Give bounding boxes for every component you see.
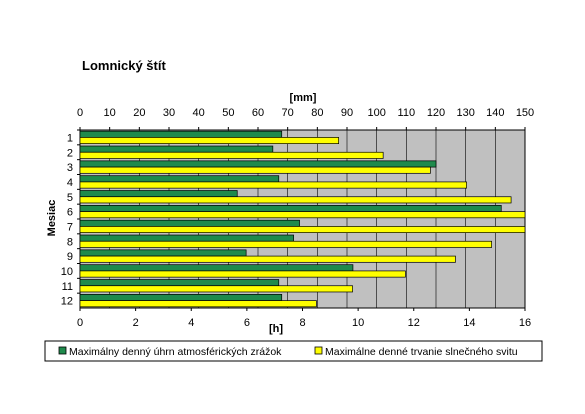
bar-precipitation [79,294,283,301]
y-axis-label: Mesiac [46,200,58,237]
top-tick-label: 60 [252,107,264,119]
bar-precipitation [79,160,437,168]
bottom-tick-label: 6 [244,317,250,329]
bar-precipitation [79,264,354,272]
bar-sunshine [79,181,467,189]
category-label: 10 [61,266,73,278]
top-tick-label: 80 [311,107,323,119]
bottom-tick-label: 14 [463,317,475,329]
legend-swatch-precip [58,346,67,355]
plot-area [79,129,526,309]
chart-title: Lomnický štít [82,58,166,73]
bottom-axis-label: [h] [269,323,283,335]
category-label: 6 [67,207,73,219]
category-label: 4 [67,177,73,189]
bottom-tick-label: 12 [408,317,420,329]
bar-sunshine [79,255,456,263]
top-tick-label: 130 [456,107,474,119]
bottom-tick-label: 4 [188,317,194,329]
bar-sunshine [79,196,512,204]
top-tick-label: 100 [367,107,385,119]
category-label: 12 [61,296,73,308]
bar-precipitation [79,205,502,212]
category-label: 5 [67,192,73,204]
bottom-tick-label: 0 [77,317,83,329]
top-axis-label: [mm] [290,92,317,104]
bar-sunshine [79,211,526,219]
top-axis-ticks: 0 10 20 30 40 50 60 70 80 90 100 110 120 130 140 150 [77,107,534,130]
top-tick-label: 90 [341,107,353,119]
bar-precipitation [79,130,283,138]
category-label: 3 [67,162,73,174]
legend-label-precip: Maximálny denný úhrn atmosférických zráž… [69,346,282,358]
legend-label-sunshine: Maximálne denné trvanie slnečného svitu [325,346,518,358]
top-tick-label: 150 [516,107,534,119]
category-label: 11 [62,281,73,293]
bar-sunshine [79,166,431,174]
top-tick-label: 0 [77,107,83,119]
bar-sunshine [79,226,526,233]
top-tick-label: 40 [193,107,205,119]
bar-sunshine [79,285,353,293]
legend: Maximálny denný úhrn atmosférických zráž… [44,340,543,362]
category-label: 7 [67,221,73,233]
bar-precipitation [79,175,280,183]
bottom-axis-ticks: 0 2 4 6 8 10 12 14 16 [77,308,531,329]
bar-precipitation [79,279,280,287]
bars [79,130,526,308]
bar-sunshine [79,137,340,144]
bar-sunshine [79,151,384,159]
top-tick-label: 120 [427,107,445,119]
bottom-tick-label: 10 [352,317,364,329]
bar-sunshine [79,300,317,308]
grid-lines [109,130,496,308]
category-label: 2 [67,147,73,159]
top-tick-label: 70 [282,107,294,119]
top-tick-label: 10 [104,107,116,119]
bar-precipitation [79,234,294,242]
category-label: 9 [67,251,73,263]
bar-precipitation [79,190,238,198]
category-label: 1 [67,132,73,144]
bar-sunshine [79,270,406,278]
bottom-tick-label: 8 [299,317,305,329]
bar-sunshine [79,240,492,248]
top-tick-label: 110 [398,107,416,119]
bar-precipitation [79,249,247,257]
top-tick-label: 50 [222,107,234,119]
legend-swatch-sunshine [314,346,323,355]
bottom-tick-label: 16 [519,317,531,329]
bar-precipitation [79,219,300,227]
category-label: 8 [67,236,73,248]
top-tick-label: 30 [163,107,175,119]
bar-precipitation [79,145,274,153]
legend-box [44,340,543,362]
top-tick-label: 20 [133,107,145,119]
bottom-tick-label: 2 [133,317,139,329]
top-tick-label: 140 [486,107,504,119]
